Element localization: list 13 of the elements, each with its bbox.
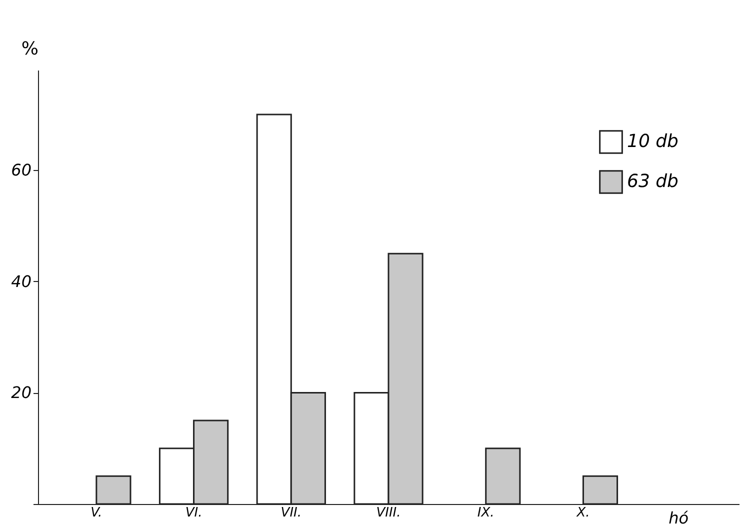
x-tick-label: VII. <box>280 506 302 520</box>
x-axis-title: hó <box>668 508 689 528</box>
legend-label: 10 db <box>627 131 678 152</box>
x-tick-label: V. <box>90 506 102 520</box>
x-tick-label: X. <box>576 506 590 520</box>
y-tick-label: 40 <box>11 272 32 291</box>
legend-label: 63 db <box>627 171 678 192</box>
y-tick-label: 60 <box>11 160 32 180</box>
y-axis-title: % <box>21 38 38 60</box>
x-tick-label: IX. <box>477 506 494 520</box>
y-tick-label: 20 <box>11 383 32 402</box>
x-tick-label: VIII. <box>376 506 401 520</box>
x-tick-label: VI. <box>185 506 202 520</box>
